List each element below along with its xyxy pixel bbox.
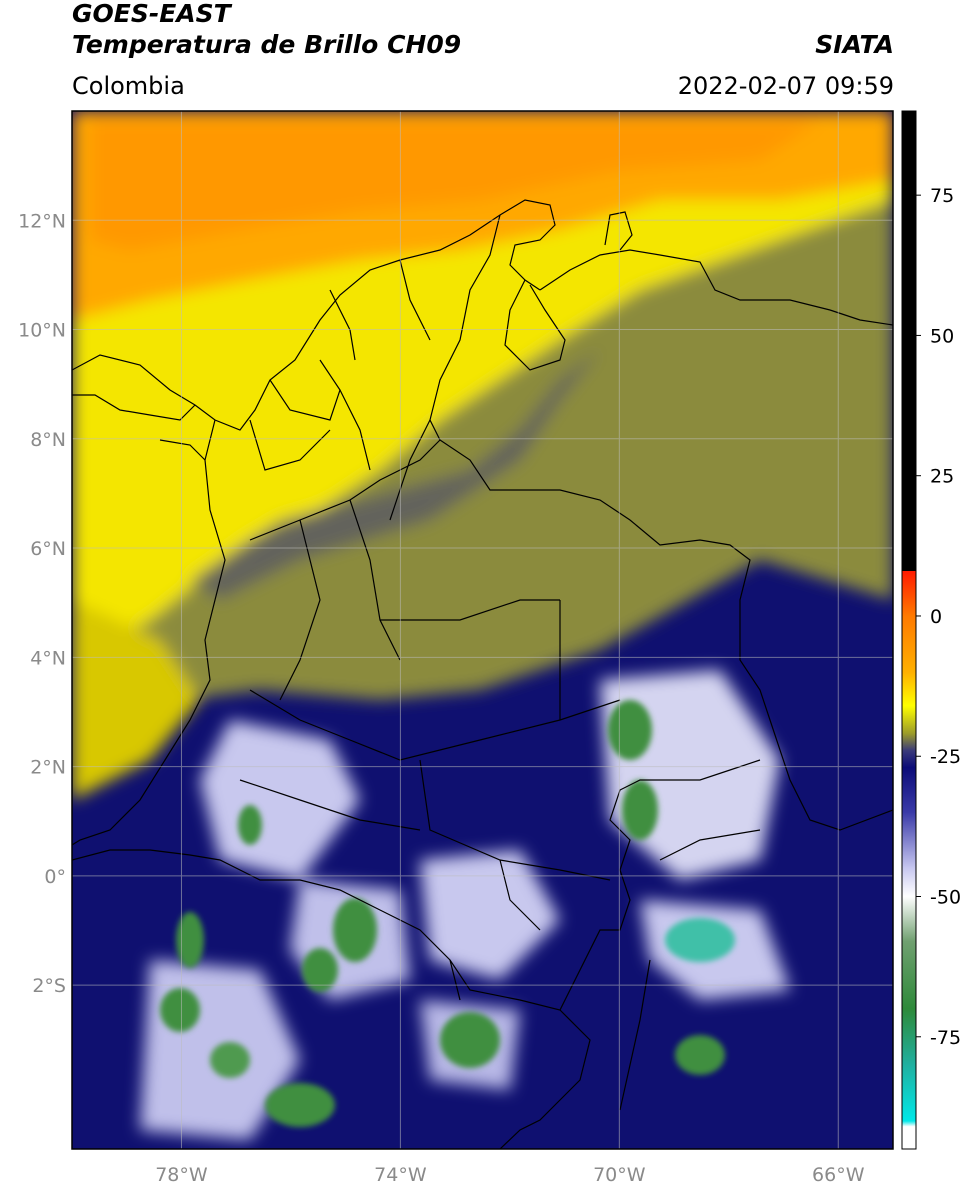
lat-tick-label: 8°N	[30, 429, 66, 451]
lat-tick-label: 0°	[44, 866, 66, 888]
colorbar-tick-label: -25	[930, 746, 961, 768]
longitude-ticks: 78°W 74°W 70°W 66°W	[155, 1164, 864, 1186]
lat-tick-label: 12°N	[18, 210, 66, 232]
satellite-title: GOES-EAST	[72, 0, 231, 28]
lat-tick-label: 4°N	[30, 647, 66, 669]
colorbar: 75 50 25 0 -25 -50 -75	[901, 110, 961, 1150]
colorbar-gradient	[902, 111, 916, 1149]
product-title: Temperatura de Brillo CH09	[72, 30, 462, 59]
region-label: Colombia	[72, 72, 185, 100]
map-frame	[71, 110, 894, 1150]
lon-tick-label: 66°W	[812, 1164, 865, 1186]
graticule	[72, 111, 893, 1149]
lat-tick-label: 2°N	[30, 757, 66, 779]
colorbar-tick-label: 50	[930, 325, 954, 347]
lat-tick-label: 2°S	[32, 975, 66, 997]
lon-tick-label: 78°W	[155, 1164, 208, 1186]
colorbar-tick-label: -75	[930, 1027, 961, 1049]
colorbar-tick-label: -50	[930, 887, 961, 909]
country-borders	[72, 199, 893, 1149]
colorbar-frame	[901, 110, 917, 1150]
colorbar-tick-label: 75	[930, 185, 954, 207]
colorbar-tick-label: 0	[930, 606, 942, 628]
brightness-temperature-field	[72, 111, 893, 1149]
lon-tick-label: 70°W	[593, 1164, 646, 1186]
lat-tick-label: 10°N	[18, 320, 66, 342]
latitude-ticks: 12°N 10°N 8°N 6°N 4°N 2°N 0° 2°S	[18, 210, 66, 997]
organization-label: SIATA	[815, 30, 894, 59]
datetime-label: 2022-02-07 09:59	[677, 72, 894, 100]
lon-tick-label: 74°W	[374, 1164, 427, 1186]
colorbar-tick-label: 25	[930, 466, 954, 488]
lat-tick-label: 6°N	[30, 538, 66, 560]
